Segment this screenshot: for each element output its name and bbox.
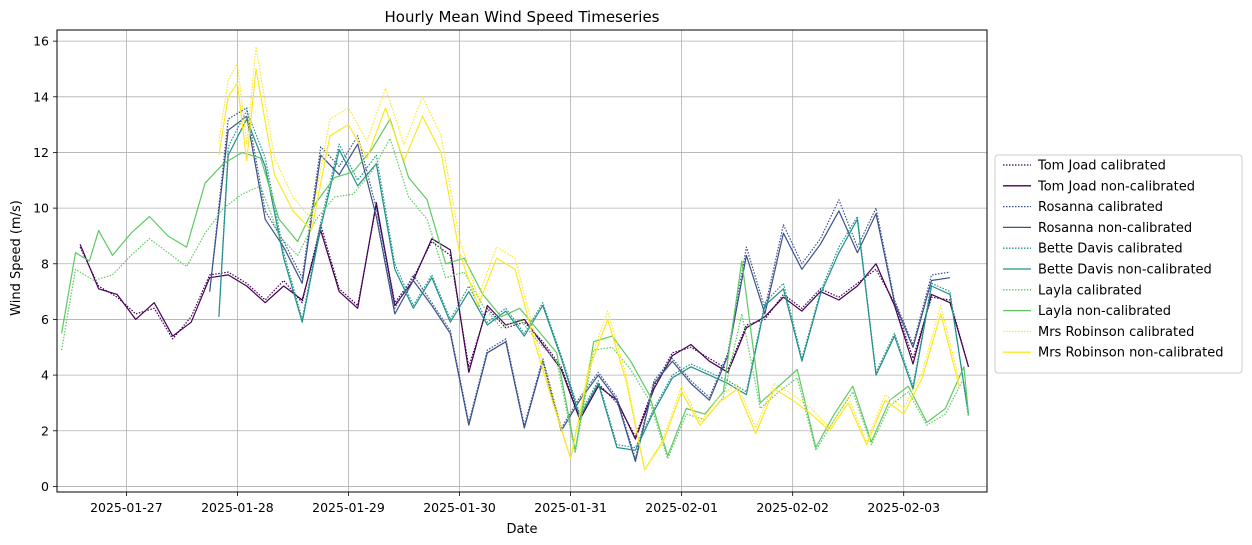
y-tick-label: 14: [33, 89, 49, 104]
y-tick-label: 10: [33, 201, 49, 216]
series-line-2: [209, 107, 951, 460]
series-line-0: [79, 204, 970, 437]
x-tick-label: 2025-01-28: [201, 500, 274, 515]
grid-layer: [57, 30, 987, 492]
x-tick-label: 2025-01-29: [312, 500, 385, 515]
x-tick-label: 2025-02-03: [867, 500, 940, 515]
legend-entry-label: Bette Davis non-calibrated: [1038, 263, 1212, 278]
x-tick-label: 2025-01-31: [534, 500, 607, 515]
x-tick-label: 2025-01-30: [423, 500, 496, 515]
legend-entry-label: Mrs Robinson calibrated: [1038, 325, 1194, 340]
legend-entry-label: Rosanna calibrated: [1038, 200, 1163, 215]
legend-frame: [994, 154, 1243, 374]
series-line-9: [218, 68, 960, 471]
legend-entry-label: Layla calibrated: [1038, 283, 1142, 298]
series-line-7: [61, 118, 970, 457]
legend-entry-label: Mrs Robinson non-calibrated: [1038, 346, 1223, 361]
series-layer: [61, 46, 970, 471]
legend-entry-label: Rosanna non-calibrated: [1038, 221, 1192, 236]
y-axis-label: Wind Speed (m/s): [9, 200, 24, 316]
y-tick-label: 0: [41, 479, 49, 494]
series-line-8: [218, 46, 960, 471]
x-axis-label: Date: [506, 522, 537, 537]
legend-entry-label: Tom Joad calibrated: [1037, 159, 1166, 174]
series-line-6: [61, 137, 965, 460]
series-line-3: [209, 115, 951, 462]
y-tick-label: 16: [33, 34, 49, 49]
y-tick-label: 6: [41, 312, 49, 327]
legend-entry-label: Bette Davis calibrated: [1038, 242, 1183, 257]
legend: Tom Joad calibrated Tom Joad non-calibrat…: [994, 154, 1243, 374]
plot-frame: [56, 29, 988, 493]
series-line-5: [218, 118, 970, 451]
chart-title: Hourly Mean Wind Speed Timeseries: [385, 8, 660, 26]
y-tick-label: 4: [41, 368, 49, 383]
x-tick-label: 2025-01-27: [90, 500, 163, 515]
x-tick-label: 2025-02-01: [645, 500, 718, 515]
y-tick-label: 2: [41, 423, 49, 438]
legend-entry-label: Layla non-calibrated: [1038, 304, 1171, 319]
y-tick-label: 8: [41, 256, 49, 271]
x-tick-label: 2025-02-02: [756, 500, 829, 515]
legend-entry-label: Tom Joad non-calibrated: [1037, 179, 1195, 194]
y-tick-label: 12: [33, 145, 49, 160]
tick-layer: 2025-01-27 2025-01-28 2025-01-29 2025-01-30…: [33, 34, 940, 515]
series-line-1: [79, 202, 970, 440]
